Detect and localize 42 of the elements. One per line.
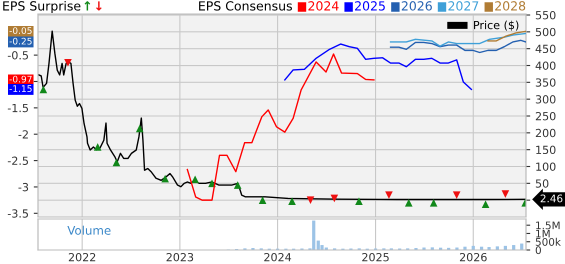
y2-tick-label: 500k	[536, 238, 561, 246]
y-tick-label: -2	[18, 130, 28, 138]
y-tick-label: -3	[18, 182, 28, 192]
text: -0.25	[10, 38, 32, 45]
legend-label: Price ($)	[474, 20, 518, 31]
y2-tick-label: 300	[536, 95, 556, 104]
text: ↑	[84, 1, 90, 10]
y2-tick-label: 200	[536, 128, 556, 138]
annotation: Volume	[67, 226, 111, 235]
x-tick-label: 2024	[264, 252, 292, 262]
y2-tick-label: 350	[536, 78, 556, 87]
x-tick-label: 2023	[166, 252, 194, 262]
text: -0.05	[10, 27, 32, 34]
y2-tick-label: 550	[536, 10, 556, 20]
y2-tick-label: 0	[536, 246, 541, 254]
x-tick-label: 2025	[362, 252, 389, 262]
y-tick-label: -2.5	[8, 156, 28, 165]
legend-label: 2027	[448, 1, 478, 11]
y-tick-label: -1.5	[8, 104, 28, 112]
legend-label: 2026	[402, 1, 432, 11]
text: ↓	[96, 1, 102, 10]
x-tick-label: 2022	[68, 252, 96, 262]
y2-tick-label: 400	[536, 61, 556, 70]
y2-tick-label: 100	[536, 162, 556, 171]
legend-label: 2028	[495, 1, 526, 11]
y2-tick-label: 500	[536, 28, 556, 36]
legend-label: 2025	[355, 1, 385, 11]
y2-tick-label: 150	[536, 146, 556, 154]
legend-title: EPS Consensus	[199, 1, 292, 11]
y-tick-label: -3.5	[8, 209, 28, 218]
y2-tick-label: 50	[536, 179, 548, 188]
y2-tick-label: 1M	[536, 230, 550, 238]
y2-tick-label: 450	[536, 44, 556, 54]
y2-tick-label: 250	[536, 112, 556, 120]
x-tick-label: 2026	[460, 252, 487, 262]
y-tick-label: -0.5	[8, 51, 28, 60]
text: -1.15	[10, 85, 32, 92]
chart-title: EPS Surprise	[3, 0, 80, 14]
data-label: 2.46	[540, 194, 562, 202]
y2-tick-label: 1.5M	[536, 222, 560, 230]
legend-label: 2024	[308, 1, 339, 11]
text: -0.97	[10, 76, 32, 83]
